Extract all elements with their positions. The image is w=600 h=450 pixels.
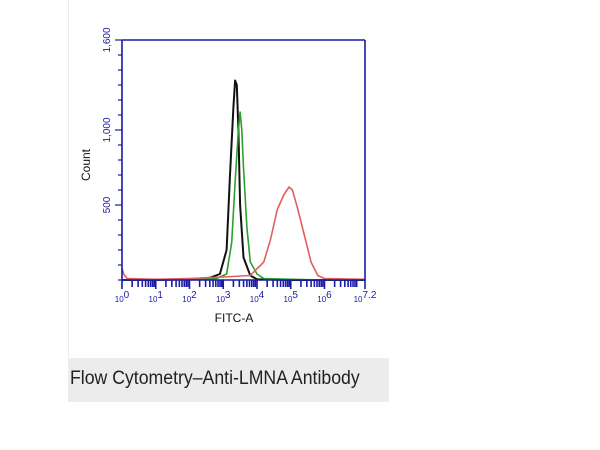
x-tick-label: 106 (317, 290, 332, 304)
x-tick-label: 107.2 (354, 290, 377, 304)
panel-divider (68, 0, 69, 360)
histogram-chart: 500 1,000 1,600 Count 100 101 102 103 104 105 106 1… (60, 20, 400, 330)
x-tick-label: 100 (115, 290, 130, 304)
y-tick-label: 1,600 (102, 27, 113, 52)
x-tick-label: 101 (149, 290, 164, 304)
y-tick-label: 1,000 (102, 117, 113, 142)
figure-caption: Flow Cytometry–Anti-LMNA Antibody (70, 368, 360, 389)
y-tick-label: 500 (102, 196, 113, 213)
y-axis-label: Count (79, 148, 93, 181)
histogram-series-2 (122, 111, 365, 281)
histogram-series-3 (121, 186, 366, 281)
figure-caption-band: Flow Cytometry–Anti-LMNA Antibody (68, 358, 389, 402)
histogram-plot: 500 1,000 1,600 Count 100 101 102 103 104 105 106 1… (79, 27, 377, 325)
x-tick-label: 105 (284, 290, 299, 304)
x-tick-label: 103 (216, 290, 231, 304)
x-axis-label: FITC-A (215, 311, 254, 325)
x-tick-label: 102 (182, 290, 197, 304)
x-tick-label: 104 (250, 290, 265, 304)
